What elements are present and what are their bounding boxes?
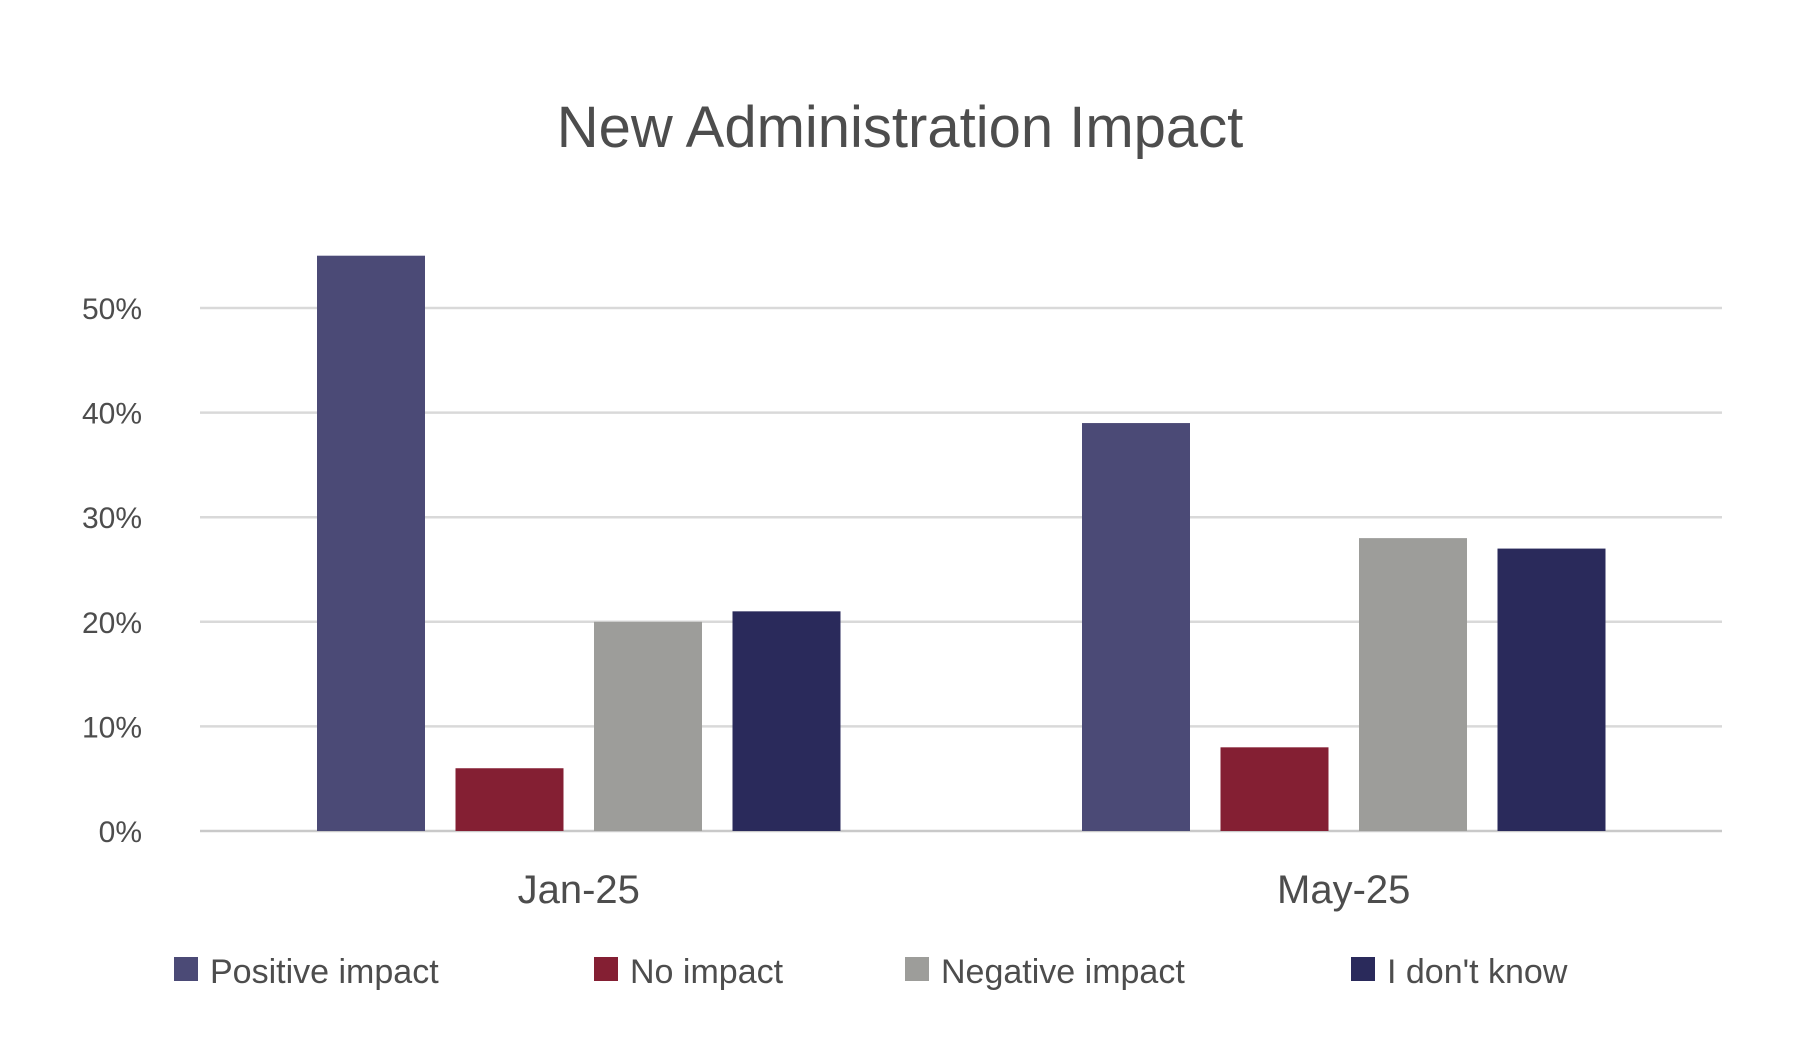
y-tick-label: 10% bbox=[82, 711, 142, 744]
legend: Positive impact No impact Negative impact I… bbox=[174, 953, 1568, 991]
y-tick-label: 20% bbox=[82, 607, 142, 640]
y-tick-label: 0% bbox=[99, 816, 142, 849]
bar-positive-impact-may-25 bbox=[1082, 423, 1190, 831]
legend-swatch bbox=[594, 957, 618, 981]
legend-label: Negative impact bbox=[941, 953, 1185, 991]
x-tick-label: May-25 bbox=[1277, 868, 1410, 912]
bar-no-impact-jan-25 bbox=[455, 768, 564, 831]
legend-swatch bbox=[1351, 957, 1375, 981]
bar-negative-impact-may-25 bbox=[1359, 538, 1467, 831]
y-tick-label: 40% bbox=[82, 398, 142, 431]
bar-i-don-t-know-may-25 bbox=[1497, 548, 1606, 831]
legend-swatch bbox=[905, 957, 929, 981]
x-axis-ticks: Jan-25 May-25 bbox=[518, 868, 1411, 912]
legend-label: No impact bbox=[630, 953, 784, 991]
legend-label: Positive impact bbox=[210, 953, 439, 991]
bar-positive-impact-jan-25 bbox=[317, 255, 425, 831]
bar-no-impact-may-25 bbox=[1220, 747, 1329, 831]
gridlines bbox=[200, 306, 1722, 833]
y-tick-label: 50% bbox=[82, 293, 142, 326]
bar-negative-impact-jan-25 bbox=[594, 621, 702, 831]
y-tick-label: 30% bbox=[82, 502, 142, 535]
bar-i-don-t-know-jan-25 bbox=[732, 611, 841, 831]
legend-label: I don't know bbox=[1387, 953, 1568, 991]
legend-swatch bbox=[174, 957, 198, 981]
y-axis-ticks: 0% 10% 20% 30% 40% 50% bbox=[82, 293, 142, 849]
bars bbox=[317, 255, 1606, 831]
x-tick-label: Jan-25 bbox=[518, 868, 640, 912]
chart-title: New Administration Impact bbox=[557, 95, 1244, 160]
